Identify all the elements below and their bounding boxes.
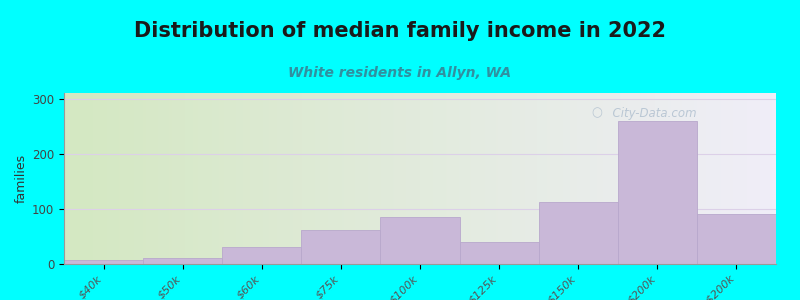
Bar	[697, 214, 776, 264]
Bar	[222, 248, 302, 264]
Text: City-Data.com: City-Data.com	[605, 107, 697, 120]
Text: Distribution of median family income in 2022: Distribution of median family income in …	[134, 21, 666, 41]
Bar	[538, 202, 618, 264]
Text: ○: ○	[591, 107, 602, 120]
Text: White residents in Allyn, WA: White residents in Allyn, WA	[289, 66, 511, 80]
Bar	[64, 260, 143, 264]
Bar	[143, 259, 222, 264]
Y-axis label: families: families	[15, 154, 28, 203]
Bar	[618, 121, 697, 264]
Bar	[381, 217, 459, 264]
Bar	[302, 230, 381, 264]
Bar	[459, 242, 538, 264]
